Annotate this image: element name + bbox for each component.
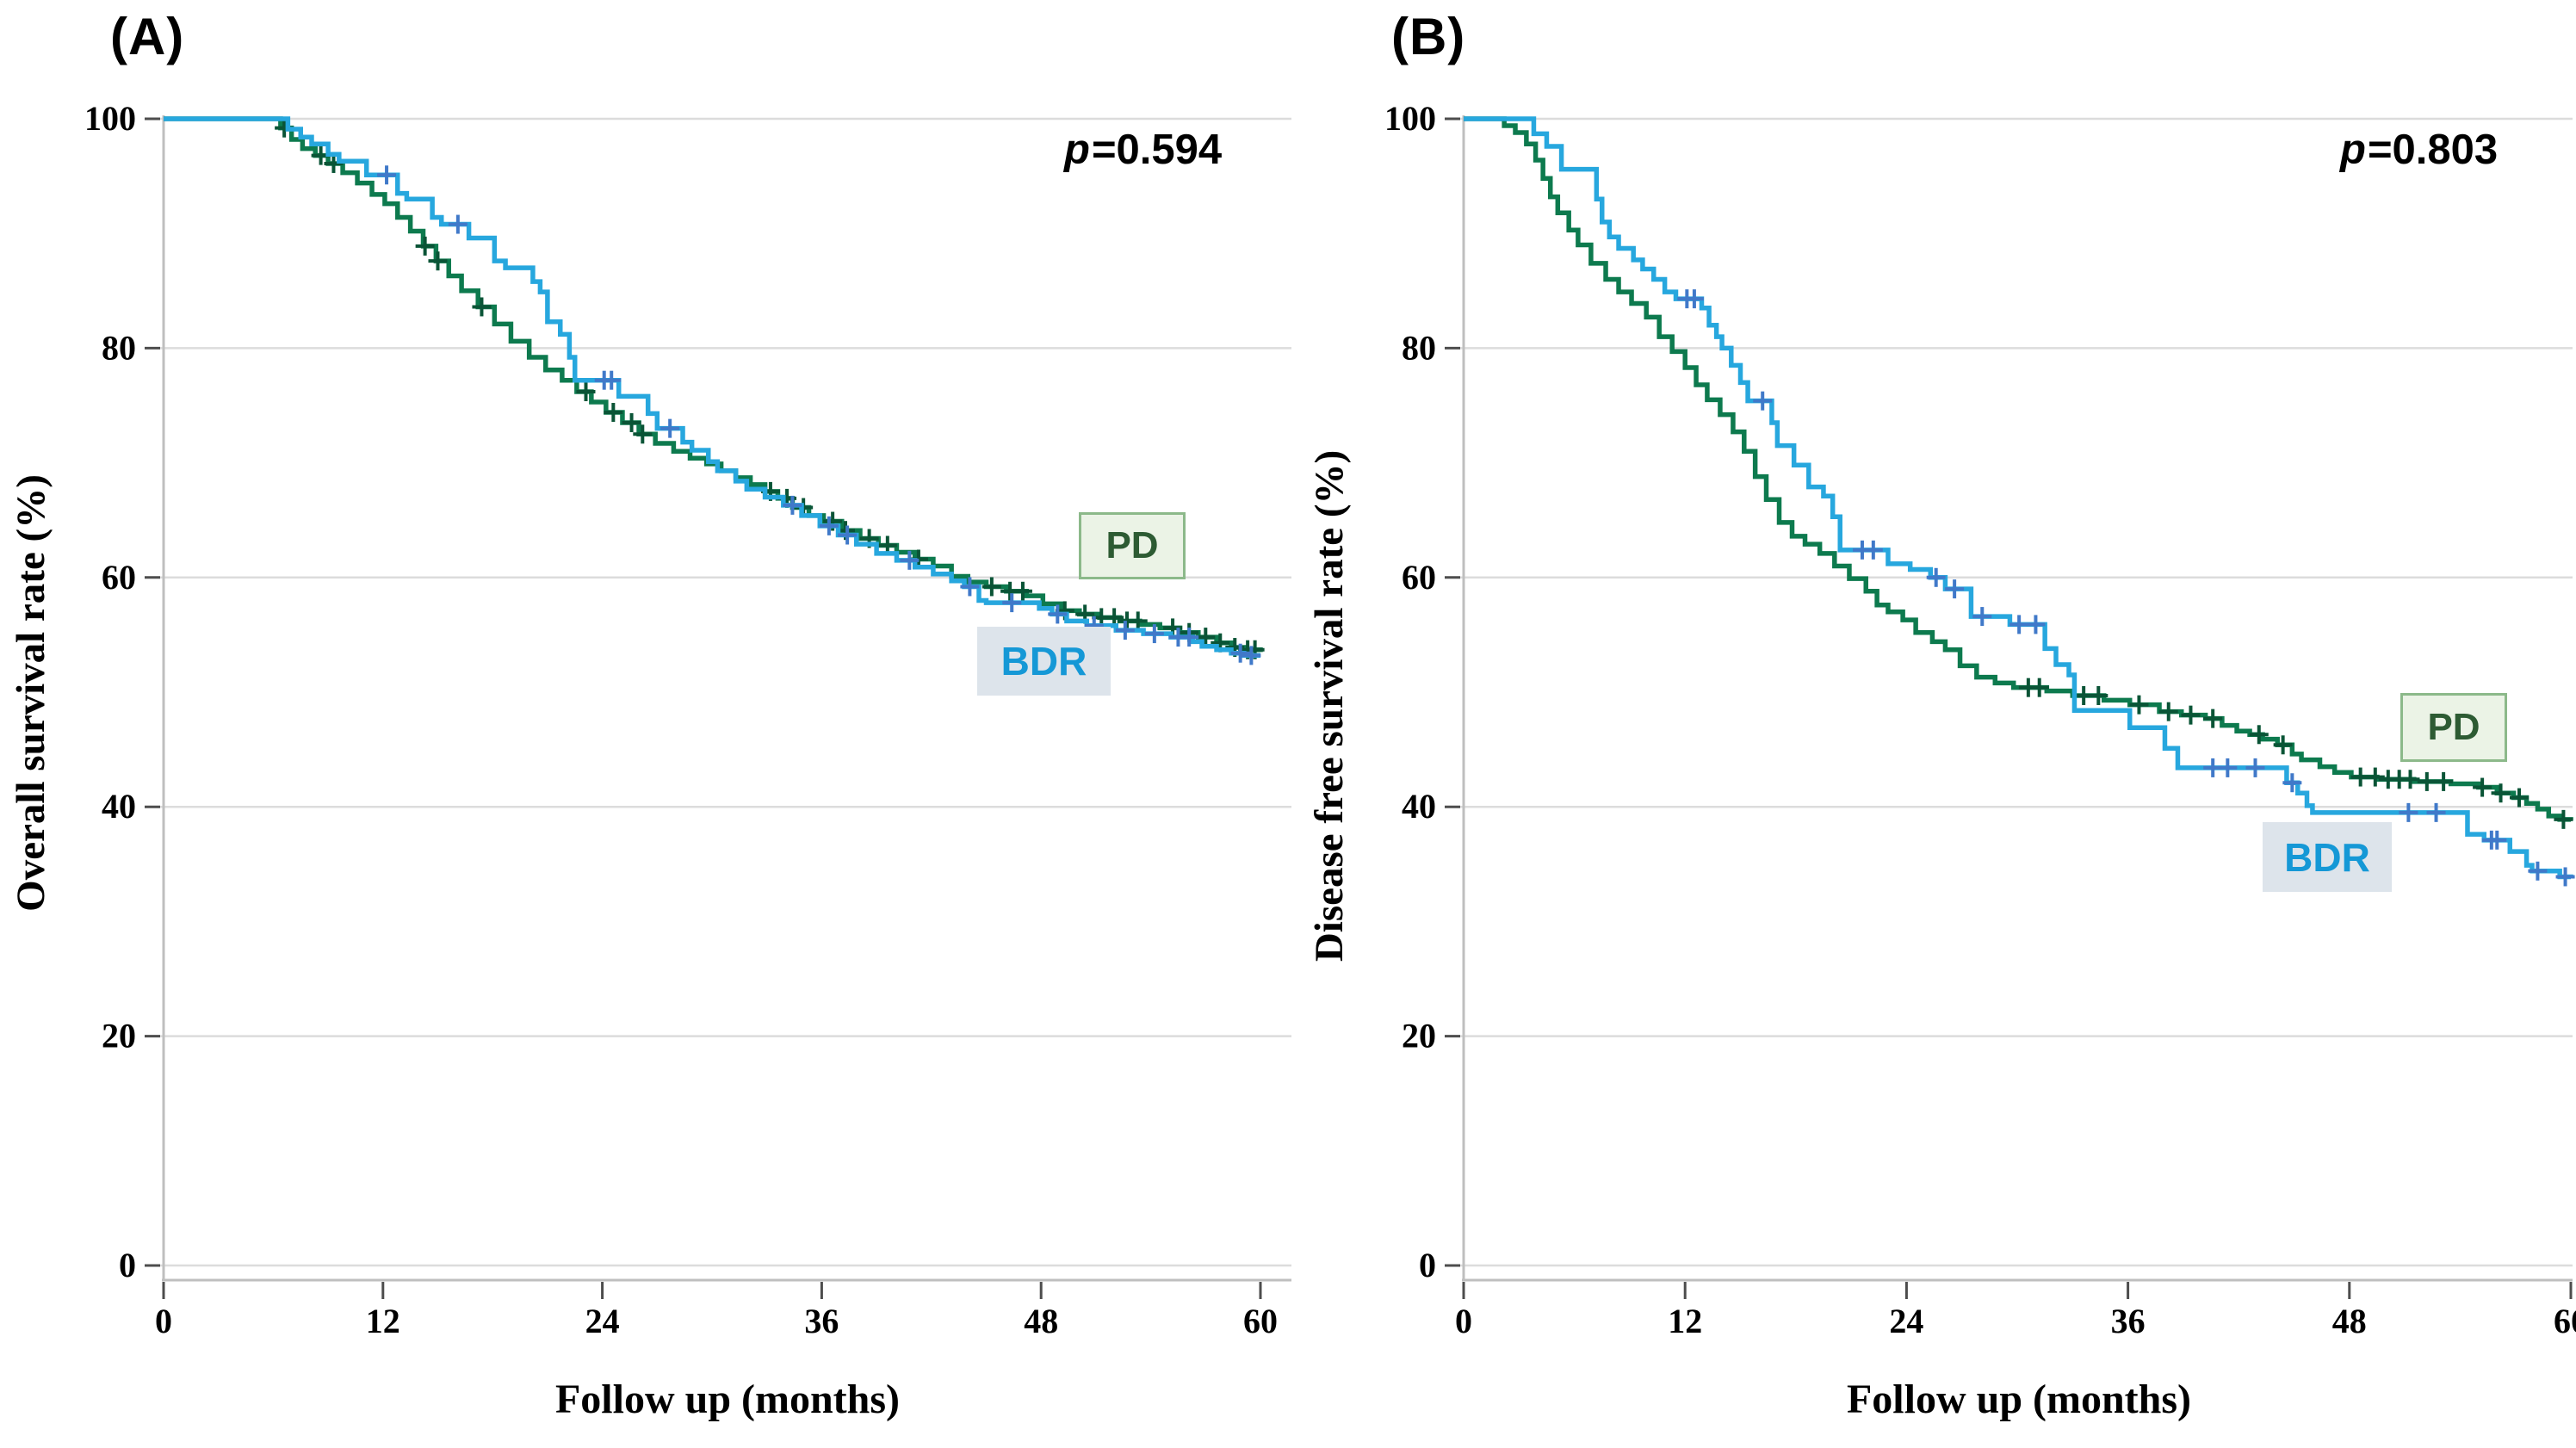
y-tick-label-0: 0 <box>119 1246 136 1284</box>
y-tick-label-20: 20 <box>1402 1017 1436 1055</box>
panel-a-label: (A) <box>110 8 185 65</box>
x-tick-label-12: 12 <box>366 1302 400 1340</box>
panel-a-legend-pd: PD <box>1079 512 1186 579</box>
panel-b-y-axis-title: Disease free survival rate (%) <box>1307 449 1352 962</box>
y-tick-label-100: 100 <box>1384 99 1436 138</box>
p-number: =0.594 <box>1091 127 1223 173</box>
pd-curve <box>164 116 1263 653</box>
overall-survival-plot: 100 80 60 40 20 00 12 24 36 48 60 <box>84 99 1291 1340</box>
panel-b-legend-bdr: BDR <box>2263 822 2392 892</box>
panel-disease-free-survival: 100 80 60 40 20 00 12 24 36 48 60 (B) p=0.803 Dise… <box>1288 0 2576 1448</box>
p-symbol: p <box>2340 127 2366 173</box>
y-tick-label-40: 40 <box>1402 787 1436 826</box>
x-tick-label-0: 0 <box>155 1302 172 1340</box>
x-tick-label-60: 60 <box>1243 1302 1278 1340</box>
panel-b-label: (B) <box>1391 8 1466 65</box>
x-tick-label-36: 36 <box>2111 1302 2146 1340</box>
y-tick-label-40: 40 <box>102 787 136 826</box>
panel-b-legend-pd: PD <box>2400 693 2507 762</box>
p-symbol: p <box>1064 127 1090 173</box>
panel-a-x-axis-title: Follow up (months) <box>554 1377 901 1422</box>
y-tick-label-80: 80 <box>1402 328 1436 367</box>
y-tick-label-80: 80 <box>102 328 136 367</box>
x-tick-label-24: 24 <box>1889 1302 1923 1340</box>
panel-a-legend-bdr: BDR <box>977 627 1111 696</box>
x-tick-label-12: 12 <box>1668 1302 1702 1340</box>
y-tick-label-60: 60 <box>1402 558 1436 597</box>
pd-curve <box>1464 116 2573 822</box>
panel-overall-survival: 100 80 60 40 20 0 0 12 24 36 48 60 (A) p=0.594 Over… <box>9 8 1291 1422</box>
panel-a-p-value: p=0.594 <box>1064 126 1222 174</box>
bdr-curve <box>164 116 1260 659</box>
p-number: =0.803 <box>2367 127 2499 173</box>
panel-b-p-value: p=0.803 <box>2340 126 2498 174</box>
x-tick-label-48: 48 <box>2332 1302 2367 1340</box>
disease-free-survival-plot: 100 80 60 40 20 00 12 24 36 48 60 <box>1384 99 2576 1340</box>
panel-b-x-axis-title: Follow up (months) <box>1846 1377 2192 1422</box>
bdr-curve <box>1464 116 2573 880</box>
x-tick-label-36: 36 <box>804 1302 839 1340</box>
x-tick-label-48: 48 <box>1024 1302 1058 1340</box>
y-tick-label-0: 0 <box>1419 1246 1436 1284</box>
panel-a-y-axis-title: Overall survival rate (%) <box>9 474 53 912</box>
y-tick-label-20: 20 <box>102 1017 136 1055</box>
x-tick-label-0: 0 <box>1455 1302 1472 1340</box>
x-tick-label-24: 24 <box>585 1302 620 1340</box>
x-tick-label-60: 60 <box>2554 1302 2576 1340</box>
y-tick-label-60: 60 <box>102 558 136 597</box>
y-tick-label-100: 100 <box>84 99 136 138</box>
